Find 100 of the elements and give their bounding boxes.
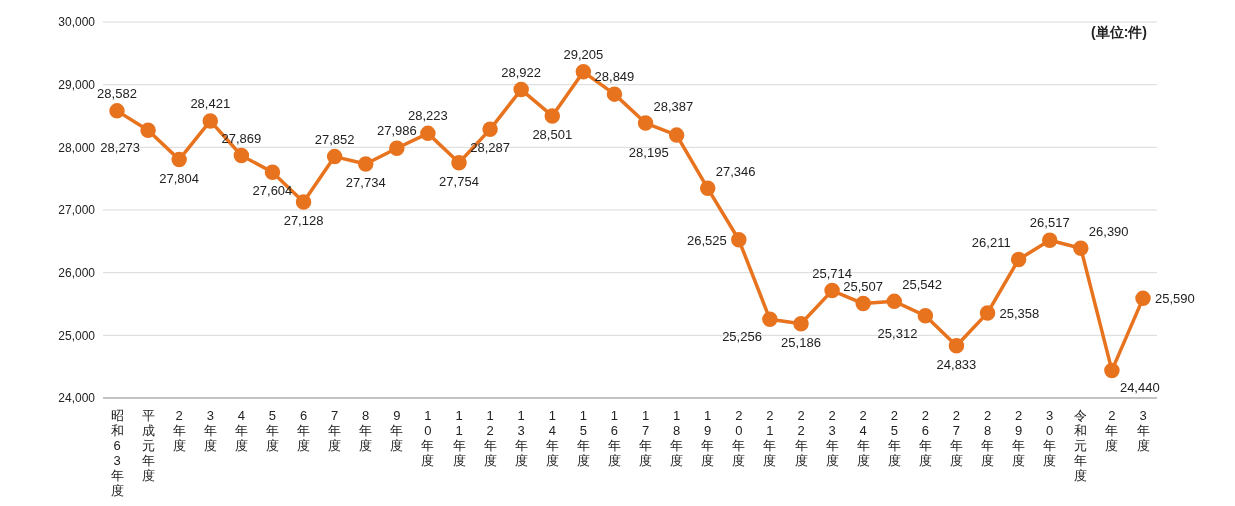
x-tick-label: 30年度 bbox=[1043, 408, 1057, 468]
point bbox=[886, 293, 903, 310]
data-label: 25,590 bbox=[1155, 291, 1195, 307]
data-label: 24,833 bbox=[936, 356, 977, 372]
x-tick-label: 平成元年度 bbox=[141, 408, 155, 483]
point bbox=[668, 127, 685, 143]
x-tick-label: 17年度 bbox=[639, 408, 653, 468]
data-label: 27,804 bbox=[159, 170, 200, 186]
data-label: 25,256 bbox=[722, 329, 762, 345]
point bbox=[264, 164, 281, 180]
point bbox=[544, 108, 561, 124]
data-label: 27,734 bbox=[345, 175, 386, 190]
data-label: 25,542 bbox=[902, 277, 943, 293]
x-tick-label: 28年度 bbox=[981, 408, 995, 468]
data-label: 27,852 bbox=[314, 131, 355, 147]
x-tick-label: 3年度 bbox=[1136, 408, 1150, 453]
point bbox=[420, 125, 436, 142]
x-tick-label: 24年度 bbox=[856, 408, 870, 468]
point bbox=[1041, 232, 1058, 249]
x-tick-label: 10年度 bbox=[421, 408, 435, 468]
data-label: 27,128 bbox=[283, 212, 324, 228]
data-label: 28,195 bbox=[628, 145, 669, 161]
y-tick-label: 26,000 bbox=[58, 265, 96, 280]
x-tick-label: 18年度 bbox=[670, 408, 684, 468]
point bbox=[979, 305, 996, 321]
data-label: 26,525 bbox=[687, 232, 727, 248]
y-tick-label: 28,000 bbox=[58, 140, 96, 155]
data-label: 27,986 bbox=[376, 123, 417, 139]
point bbox=[575, 64, 592, 80]
data-label: 28,849 bbox=[594, 69, 635, 85]
data-label: 28,582 bbox=[97, 85, 137, 101]
point bbox=[1073, 240, 1089, 256]
point bbox=[855, 295, 871, 312]
point bbox=[109, 103, 125, 119]
point bbox=[1135, 290, 1151, 307]
data-label: 28,273 bbox=[100, 140, 141, 156]
point bbox=[233, 147, 250, 164]
x-tick-label: 4年度 bbox=[234, 408, 248, 453]
x-tick-label: 9年度 bbox=[390, 408, 404, 453]
x-tick-label: 25年度 bbox=[887, 408, 901, 468]
data-label: 24,440 bbox=[1119, 380, 1160, 396]
point bbox=[171, 151, 187, 168]
point bbox=[824, 282, 840, 299]
point bbox=[482, 121, 498, 138]
data-label: 28,387 bbox=[653, 99, 694, 115]
y-tick-label: 30,000 bbox=[58, 15, 96, 30]
x-tick-label: 13年度 bbox=[514, 408, 528, 468]
point bbox=[140, 122, 156, 138]
point bbox=[389, 140, 405, 156]
annotation: (単位:件) bbox=[1091, 24, 1147, 42]
x-tick-label: 14年度 bbox=[545, 408, 559, 468]
y-tick-label: 25,000 bbox=[58, 328, 96, 343]
x-tick-label: 19年度 bbox=[701, 408, 715, 468]
data-label: 26,211 bbox=[971, 235, 1011, 251]
x-tick-label: 12年度 bbox=[483, 408, 497, 468]
data-label: 25,507 bbox=[843, 278, 884, 294]
point bbox=[917, 308, 934, 324]
point bbox=[513, 81, 529, 98]
x-tick-label: 2年度 bbox=[172, 408, 186, 453]
y-tick-label: 27,000 bbox=[58, 203, 96, 218]
data-label: 25,186 bbox=[781, 334, 821, 350]
x-tick-label: 23年度 bbox=[825, 408, 839, 468]
x-tick-label: 29年度 bbox=[1012, 408, 1026, 468]
point bbox=[1104, 362, 1120, 379]
data-label: 28,922 bbox=[501, 64, 542, 80]
x-tick-label: 15年度 bbox=[576, 408, 590, 468]
x-tick-label: 26年度 bbox=[918, 408, 932, 468]
x-tick-label: 2年度 bbox=[1105, 408, 1119, 453]
x-tick-label: 27年度 bbox=[949, 408, 963, 468]
point bbox=[202, 113, 219, 129]
point bbox=[731, 232, 747, 248]
data-label: 26,517 bbox=[1029, 215, 1070, 231]
point bbox=[793, 315, 809, 332]
x-tick-label: 令和元年度 bbox=[1074, 408, 1088, 483]
x-tick-label: 7年度 bbox=[328, 408, 342, 453]
point bbox=[357, 156, 374, 172]
data-label: 27,604 bbox=[252, 183, 293, 199]
point bbox=[948, 338, 965, 354]
y-tick-label: 29,000 bbox=[58, 77, 96, 92]
x-tick-label: 16年度 bbox=[607, 408, 621, 468]
point bbox=[699, 180, 716, 197]
point bbox=[1010, 251, 1027, 268]
data-label: 25,312 bbox=[877, 325, 918, 341]
data-label: 28,223 bbox=[408, 108, 448, 124]
x-tick-label: 5年度 bbox=[265, 408, 279, 453]
point bbox=[606, 86, 623, 102]
data-label: 25,358 bbox=[999, 305, 1040, 321]
point bbox=[326, 148, 343, 165]
data-label: 27,346 bbox=[715, 164, 756, 180]
y-tick-label: 24,000 bbox=[58, 391, 96, 406]
data-label: 26,390 bbox=[1088, 224, 1129, 240]
point bbox=[637, 115, 654, 131]
point bbox=[762, 311, 778, 328]
x-tick-label: 3年度 bbox=[203, 408, 217, 453]
data-label: 28,421 bbox=[190, 95, 231, 111]
data-label: 25,714 bbox=[812, 265, 852, 281]
x-tick-label: 22年度 bbox=[794, 408, 808, 468]
x-tick-label: 11年度 bbox=[452, 408, 466, 468]
x-tick-label: 21年度 bbox=[763, 408, 777, 468]
x-tick-label: 20年度 bbox=[732, 408, 746, 468]
